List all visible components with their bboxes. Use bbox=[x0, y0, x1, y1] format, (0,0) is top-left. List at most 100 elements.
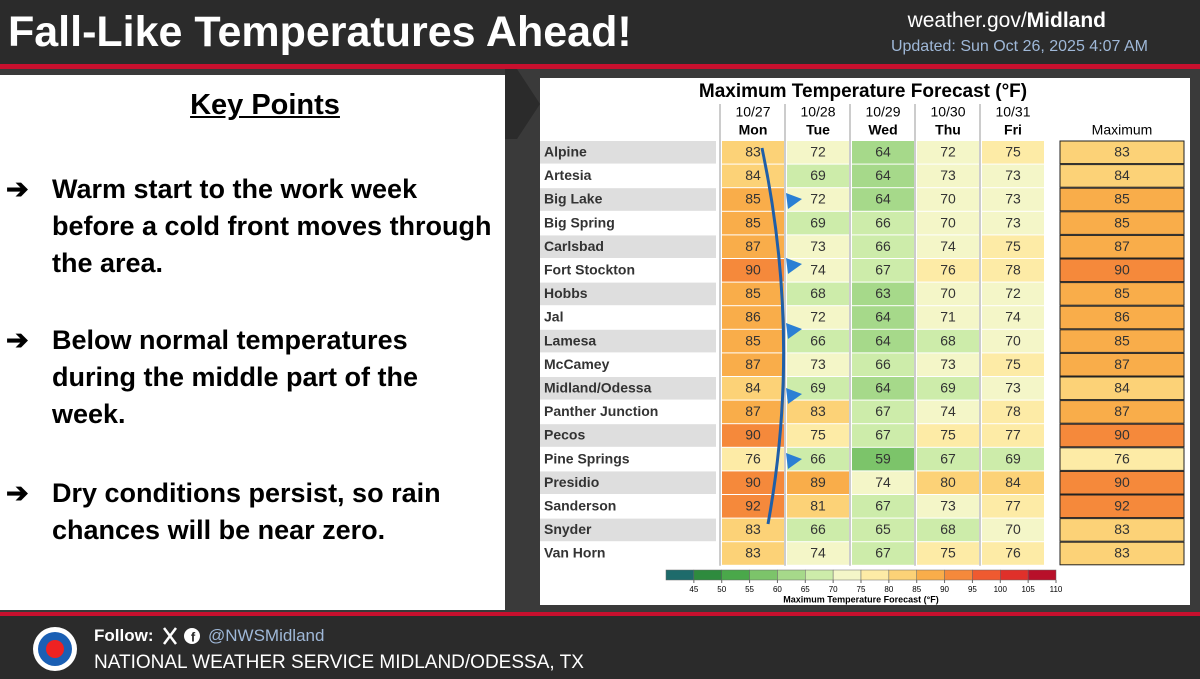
temp-value: 84 bbox=[745, 380, 761, 396]
front-barb bbox=[786, 453, 802, 469]
row-name-bg bbox=[540, 329, 716, 353]
row-name: Pecos bbox=[544, 427, 585, 443]
max-value: 76 bbox=[1114, 450, 1130, 466]
temp-value: 67 bbox=[875, 262, 891, 278]
temp-value: 74 bbox=[810, 545, 826, 561]
temp-cell bbox=[917, 188, 979, 211]
row-name: Big Lake bbox=[544, 191, 603, 207]
temp-cell bbox=[722, 447, 784, 471]
legend-swatch bbox=[832, 569, 862, 581]
max-cell bbox=[1059, 541, 1185, 566]
temp-value: 77 bbox=[1005, 498, 1021, 514]
temp-value: 75 bbox=[940, 545, 956, 561]
temp-cell bbox=[982, 542, 1044, 565]
legend-tick-label: 70 bbox=[829, 585, 838, 594]
bullet: ➔ Warm start to the work week before a co… bbox=[6, 171, 496, 282]
row-name-bg bbox=[540, 141, 716, 164]
temp-cell bbox=[852, 542, 914, 565]
legend-tick-label: 60 bbox=[773, 585, 782, 594]
temp-value: 77 bbox=[1005, 427, 1021, 443]
temp-value: 84 bbox=[1005, 474, 1021, 490]
temp-value: 68 bbox=[810, 285, 826, 301]
temp-cell bbox=[982, 400, 1044, 424]
handle[interactable]: @NWSMidland bbox=[208, 626, 325, 645]
temp-value: 83 bbox=[745, 545, 761, 561]
max-cell bbox=[1059, 164, 1185, 188]
legend-swatch bbox=[860, 569, 890, 581]
legend-swatch bbox=[693, 569, 722, 581]
temp-cell bbox=[722, 329, 784, 353]
legend-swatch bbox=[1027, 569, 1057, 581]
max-cell bbox=[1059, 140, 1185, 165]
temp-cell bbox=[982, 188, 1044, 211]
max-cell bbox=[1059, 352, 1185, 377]
temp-cell bbox=[852, 353, 914, 376]
temp-cell bbox=[722, 259, 784, 282]
max-value: 86 bbox=[1114, 309, 1130, 325]
temp-cell bbox=[852, 211, 914, 235]
temp-cell bbox=[722, 471, 784, 494]
temp-cell bbox=[787, 518, 849, 542]
social-icons: f bbox=[163, 627, 200, 645]
temp-value: 76 bbox=[745, 450, 761, 466]
temp-cell bbox=[917, 329, 979, 353]
row-name: Presidio bbox=[544, 474, 599, 490]
legend-tick-label: 90 bbox=[940, 585, 949, 594]
temp-cell bbox=[787, 141, 849, 164]
column-day: Tue bbox=[806, 122, 830, 138]
temp-cell bbox=[722, 518, 784, 542]
row-name: Big Spring bbox=[544, 214, 615, 230]
temp-value: 84 bbox=[745, 167, 761, 183]
divider bbox=[505, 69, 540, 139]
table-title: Maximum Temperature Forecast (°F) bbox=[699, 81, 1027, 102]
temp-value: 74 bbox=[940, 403, 956, 419]
temp-cell bbox=[787, 447, 849, 471]
max-value: 90 bbox=[1114, 262, 1130, 278]
office: NATIONAL WEATHER SERVICE MIDLAND/ODESSA,… bbox=[94, 652, 584, 673]
temp-cell bbox=[722, 141, 784, 164]
temp-cell bbox=[917, 306, 979, 329]
max-cell bbox=[1059, 400, 1185, 424]
temp-cell bbox=[982, 424, 1044, 447]
site-bold: Midland bbox=[1026, 9, 1106, 32]
temp-cell bbox=[852, 188, 914, 211]
temp-cell bbox=[852, 471, 914, 494]
max-value: 87 bbox=[1114, 356, 1130, 372]
legend-swatch bbox=[777, 569, 806, 581]
temp-cell bbox=[852, 447, 914, 471]
site-prefix: weather.gov/ bbox=[907, 9, 1027, 32]
temp-value: 73 bbox=[940, 356, 956, 372]
temp-cell bbox=[982, 141, 1044, 164]
temp-value: 90 bbox=[745, 427, 761, 443]
key-points: Key Points ➔ Warm start to the work week … bbox=[0, 75, 505, 610]
row-name: Panther Junction bbox=[544, 403, 658, 419]
temp-value: 73 bbox=[940, 167, 956, 183]
temp-cell bbox=[722, 424, 784, 447]
max-cell bbox=[1059, 258, 1185, 283]
column-date: 10/30 bbox=[930, 104, 965, 120]
max-cell bbox=[1059, 518, 1185, 542]
temp-cell bbox=[787, 495, 849, 518]
temp-cell bbox=[787, 329, 849, 353]
temp-cell bbox=[917, 211, 979, 235]
temp-cell bbox=[787, 377, 849, 400]
temp-value: 73 bbox=[1005, 380, 1021, 396]
temp-value: 67 bbox=[875, 545, 891, 561]
temp-cell bbox=[722, 353, 784, 376]
temp-cell bbox=[982, 377, 1044, 400]
temp-cell bbox=[917, 282, 979, 306]
temp-cell bbox=[917, 518, 979, 542]
front-barb bbox=[786, 258, 802, 274]
nws-logo bbox=[33, 627, 77, 671]
temp-value: 69 bbox=[810, 214, 826, 230]
temp-value: 64 bbox=[875, 309, 891, 325]
temp-value: 74 bbox=[875, 474, 891, 490]
legend-tick-label: 75 bbox=[857, 585, 866, 594]
temp-value: 78 bbox=[1005, 403, 1021, 419]
temp-cell bbox=[982, 495, 1044, 518]
temp-cell bbox=[852, 377, 914, 400]
temp-value: 69 bbox=[940, 380, 956, 396]
temp-cell bbox=[787, 259, 849, 282]
temp-value: 85 bbox=[745, 191, 761, 207]
